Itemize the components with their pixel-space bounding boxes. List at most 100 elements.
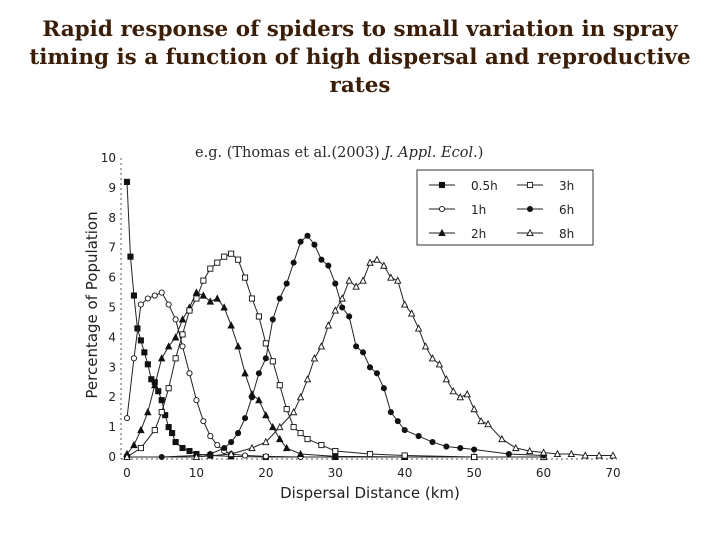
data-point — [151, 427, 158, 434]
data-point — [123, 178, 131, 185]
legend: 0.5h 1h 2h 3h 6h 8h — [416, 169, 594, 246]
data-point — [241, 415, 249, 422]
legend-item: 6h — [517, 203, 574, 217]
data-point — [179, 343, 186, 350]
data-point — [158, 289, 165, 296]
y-tick-label: 6 — [108, 271, 116, 285]
data-point — [443, 443, 450, 450]
data-point — [505, 450, 512, 458]
data-point — [332, 447, 339, 455]
series-layer — [123, 178, 617, 461]
x-tick-label: 20 — [258, 466, 273, 480]
y-tick-label: 10 — [101, 151, 116, 165]
data-point — [366, 364, 374, 371]
data-point — [373, 255, 381, 263]
data-point — [165, 301, 172, 308]
data-point — [221, 253, 228, 260]
x-axis-label: Dispersal Distance (km) — [280, 484, 460, 502]
data-point — [193, 397, 200, 404]
data-point — [276, 422, 284, 431]
data-point — [241, 452, 249, 459]
data-point — [276, 295, 283, 302]
data-point — [169, 430, 176, 437]
data-point — [213, 294, 221, 302]
data-point — [471, 453, 478, 461]
legend-label: 8h — [559, 227, 574, 241]
data-point — [248, 443, 256, 452]
data-point — [463, 390, 471, 398]
data-point — [311, 241, 318, 248]
data-point — [248, 295, 256, 302]
data-point — [227, 321, 235, 329]
data-point — [227, 449, 235, 458]
data-point — [498, 434, 506, 443]
data-point — [137, 301, 144, 308]
citation-prefix: e.g. (Thomas et al.(2003) — [195, 145, 385, 161]
series-3h — [123, 250, 547, 461]
data-point — [186, 307, 193, 314]
x-tick-label: 70 — [605, 466, 620, 480]
data-point — [525, 446, 534, 455]
data-point — [269, 316, 276, 323]
data-point — [207, 433, 214, 440]
data-point — [346, 313, 353, 320]
y-tick-label: 0 — [108, 450, 116, 464]
legend-label: 2h — [471, 227, 486, 241]
x-tick-label: 0 — [123, 466, 131, 480]
data-point — [186, 370, 193, 377]
x-tick-label: 30 — [328, 466, 343, 480]
data-point — [360, 349, 367, 356]
series-6h — [123, 232, 547, 461]
data-point — [359, 276, 367, 284]
data-point — [331, 306, 340, 314]
title-line: timing is a function of high dispersal a… — [29, 45, 691, 70]
data-point — [206, 297, 215, 305]
data-point — [366, 258, 374, 266]
data-point — [456, 393, 464, 401]
data-point — [144, 295, 151, 302]
data-point — [470, 404, 478, 413]
data-point — [415, 433, 422, 440]
data-point — [366, 450, 374, 458]
data-point — [172, 355, 179, 362]
x-tick-label: 40 — [397, 466, 412, 480]
data-point — [221, 444, 228, 452]
data-point — [380, 261, 388, 269]
data-point — [429, 438, 436, 446]
data-point — [179, 331, 186, 338]
data-point — [353, 343, 360, 350]
data-point — [130, 355, 137, 362]
axes: 0 10 20 30 40 50 60 70 0 1 2 3 4 5 6 7 8 9 10 — [101, 151, 621, 480]
data-point — [214, 259, 221, 266]
data-point — [283, 280, 290, 287]
data-point — [282, 443, 291, 452]
data-point — [338, 294, 346, 302]
data-point — [255, 313, 262, 320]
data-point — [171, 333, 180, 341]
data-point — [400, 300, 409, 308]
data-point — [241, 274, 249, 281]
data-point — [199, 291, 208, 299]
data-point — [438, 181, 446, 189]
series-line — [127, 259, 613, 458]
data-point — [262, 453, 269, 460]
data-point — [123, 415, 131, 422]
data-point — [235, 256, 242, 263]
data-point — [471, 446, 478, 453]
data-point — [304, 436, 311, 443]
legend-item: 8h — [517, 227, 574, 241]
data-point — [165, 385, 172, 392]
data-point — [241, 369, 249, 377]
legend-item: 3h — [517, 179, 574, 193]
data-point — [325, 262, 332, 269]
legend-label: 1h — [471, 203, 486, 217]
data-point — [352, 282, 360, 290]
data-point — [401, 452, 408, 459]
data-point — [387, 409, 394, 416]
data-point — [428, 354, 437, 362]
y-axis-label: Percentage of Population — [83, 211, 101, 398]
data-point — [421, 342, 430, 350]
y-tick-label: 3 — [108, 360, 116, 374]
data-point — [310, 354, 319, 362]
data-point — [192, 452, 201, 461]
